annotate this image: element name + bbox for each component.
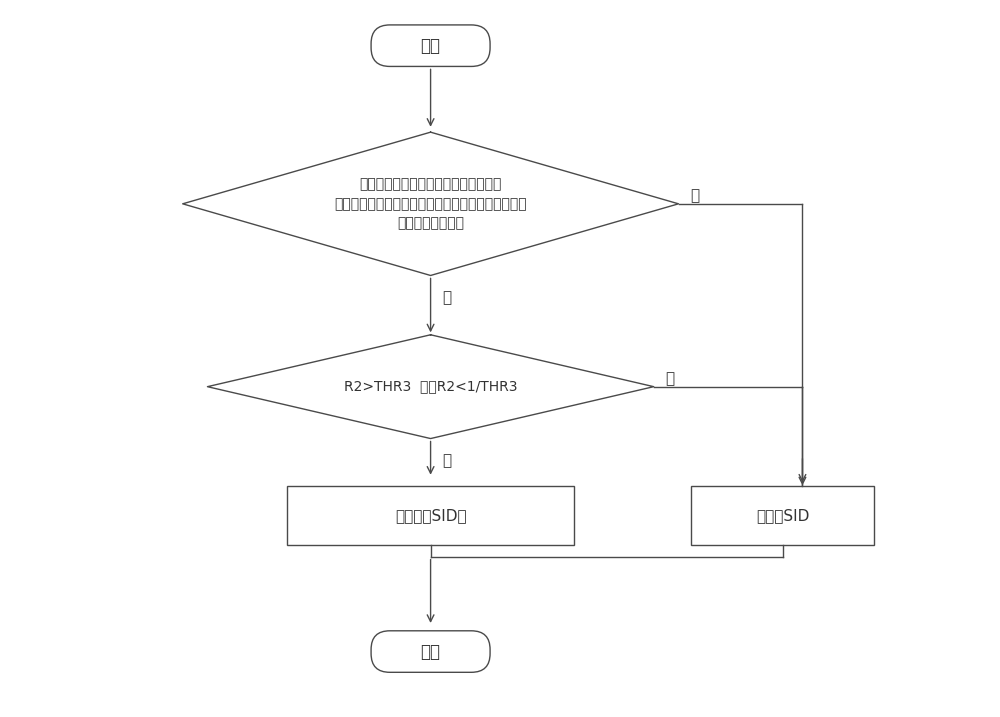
Text: 结束: 结束 bbox=[421, 642, 441, 660]
Text: R2>THR3  或者R2<1/THR3: R2>THR3 或者R2<1/THR3 bbox=[344, 380, 517, 394]
FancyBboxPatch shape bbox=[371, 25, 490, 67]
Text: 发送一个SID帧: 发送一个SID帧 bbox=[395, 508, 466, 523]
FancyBboxPatch shape bbox=[371, 631, 490, 673]
Text: 是: 是 bbox=[442, 453, 452, 467]
Bar bbox=[287, 485, 574, 545]
Bar bbox=[691, 485, 874, 545]
Text: 是: 是 bbox=[442, 290, 452, 305]
Text: 否: 否 bbox=[666, 371, 675, 386]
Text: 开始: 开始 bbox=[421, 37, 441, 54]
Text: 当前语音信号帧的频谱能量的绝对值和
上一静音插入描述帧的频谱能量的绝对值中至少一个
大于单帧能量门限: 当前语音信号帧的频谱能量的绝对值和 上一静音插入描述帧的频谱能量的绝对值中至少一… bbox=[334, 177, 527, 230]
Text: 不发送SID: 不发送SID bbox=[756, 508, 809, 523]
Text: 否: 否 bbox=[690, 189, 700, 204]
